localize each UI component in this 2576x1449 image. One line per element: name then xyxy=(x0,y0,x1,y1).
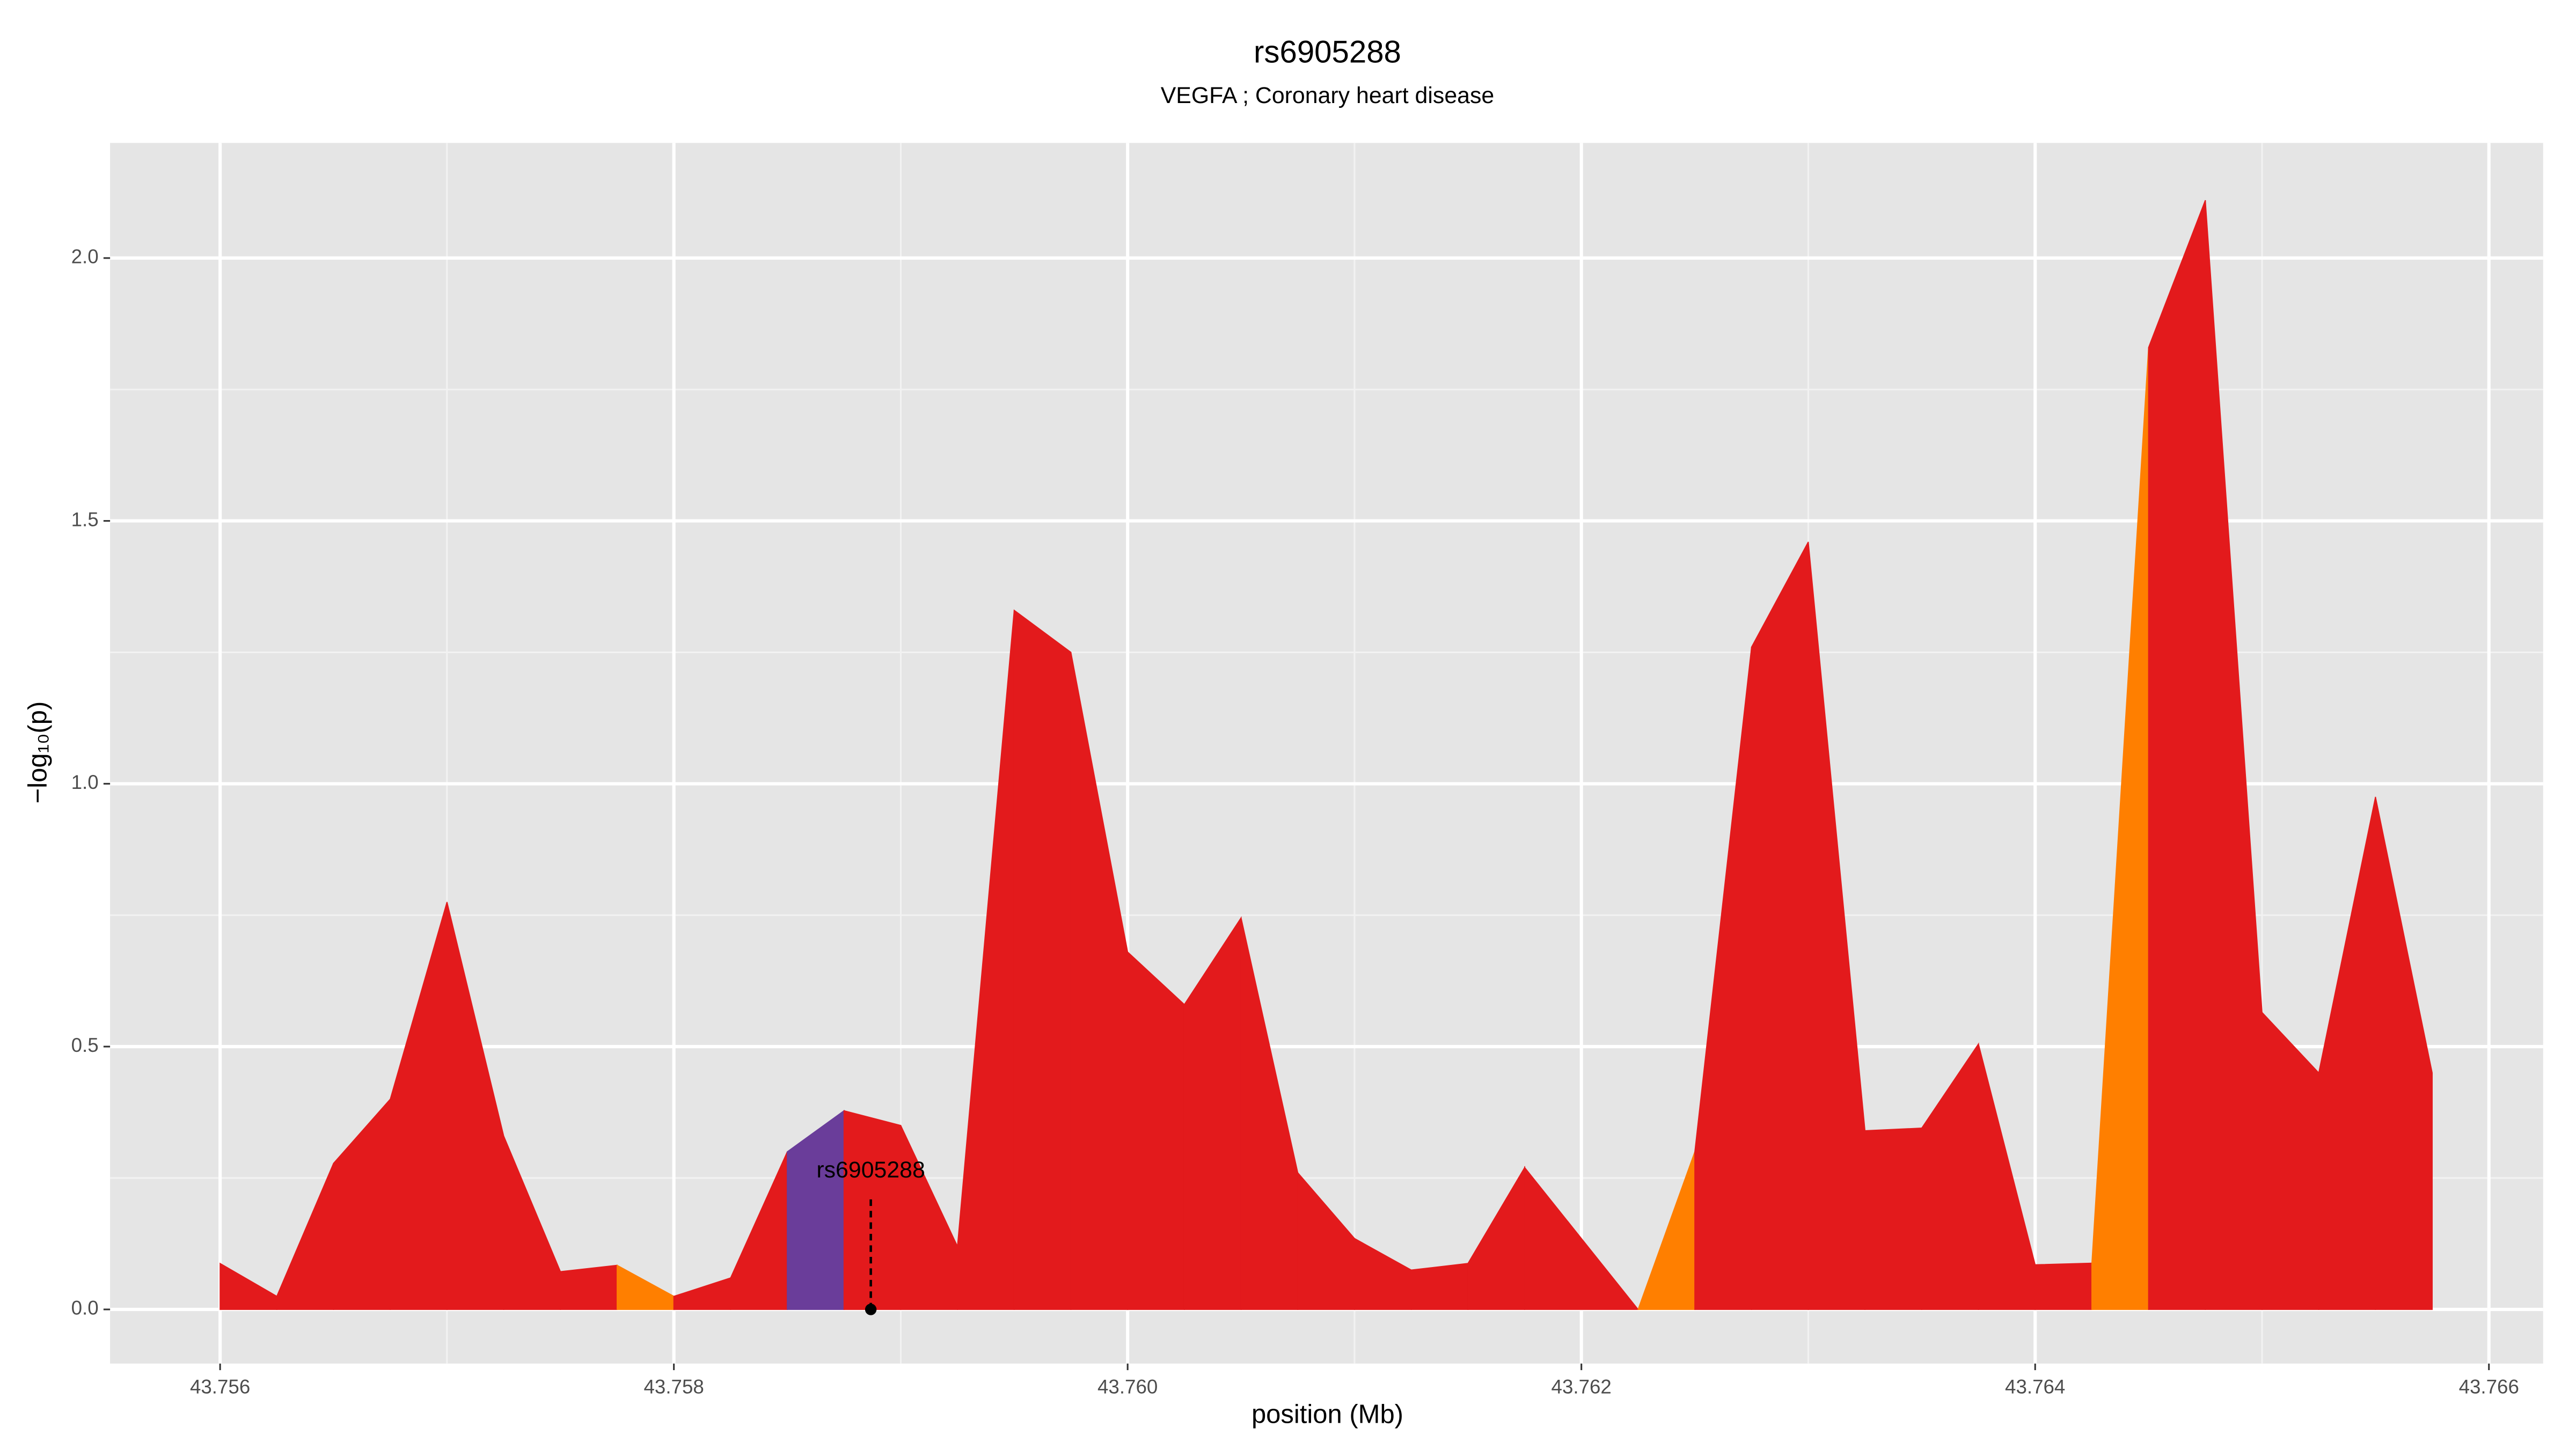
area-segment xyxy=(1751,541,1809,1310)
annotation-label: rs6905288 xyxy=(816,1157,925,1183)
y-axis-label: −log₁₀(p) xyxy=(23,701,52,804)
y-tick-label: 0.0 xyxy=(71,1297,99,1319)
x-tick-label: 43.760 xyxy=(1097,1375,1158,1397)
chart-subtitle: VEGFA ; Coronary heart disease xyxy=(1161,83,1495,108)
y-tick-label: 2.0 xyxy=(71,246,99,268)
x-tick-label: 43.766 xyxy=(2459,1375,2519,1397)
area-segment xyxy=(1013,609,1072,1310)
y-tick-label: 1.0 xyxy=(71,771,99,793)
y-tick-label: 0.5 xyxy=(71,1034,99,1056)
area-segment xyxy=(2375,796,2433,1310)
area-segment xyxy=(560,1264,618,1310)
x-tick-label: 43.758 xyxy=(644,1375,704,1397)
area-segment xyxy=(1864,1128,1922,1310)
annotation-point xyxy=(865,1304,877,1315)
area-segment xyxy=(2035,1262,2092,1310)
chart-title: rs6905288 xyxy=(1254,34,1401,69)
x-tick-label: 43.762 xyxy=(1552,1375,1612,1397)
area-segment xyxy=(1127,950,1185,1310)
y-tick-label: 1.5 xyxy=(71,508,99,530)
area-segment xyxy=(843,1110,902,1310)
x-axis-label: position (Mb) xyxy=(1252,1400,1403,1429)
area-segment xyxy=(1524,1166,1640,1310)
area-segment xyxy=(1410,1263,1469,1310)
x-tick-label: 43.756 xyxy=(190,1375,250,1397)
x-tick-label: 43.764 xyxy=(2005,1375,2065,1397)
area-segment xyxy=(2148,200,2206,1310)
